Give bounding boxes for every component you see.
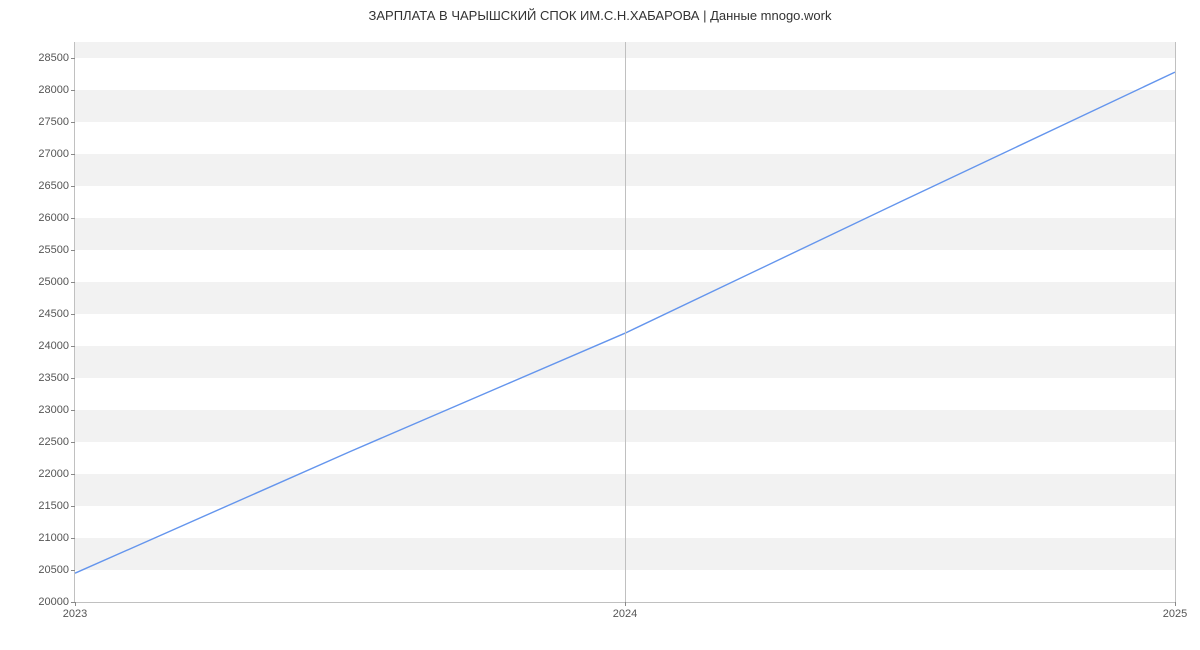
y-tick-label: 26500 [38,180,69,192]
y-tick-label: 22500 [38,436,69,448]
y-tick-mark [71,154,75,155]
y-tick-mark [71,122,75,123]
y-tick-mark [71,90,75,91]
y-tick-label: 23000 [38,404,69,416]
y-tick-label: 28500 [38,52,69,64]
x-tick-label: 2024 [613,608,637,620]
y-tick-label: 28000 [38,84,69,96]
y-tick-label: 25000 [38,276,69,288]
x-tick-mark [625,602,626,606]
y-tick-mark [71,250,75,251]
v-gridline [625,42,626,602]
x-tick-label: 2025 [1163,608,1187,620]
y-tick-mark [71,474,75,475]
y-tick-mark [71,410,75,411]
y-tick-mark [71,570,75,571]
y-tick-mark [71,282,75,283]
y-tick-label: 24000 [38,340,69,352]
y-tick-mark [71,346,75,347]
y-tick-label: 27000 [38,148,69,160]
y-tick-mark [71,186,75,187]
x-tick-mark [1175,602,1176,606]
salary-line-chart: ЗАРПЛАТА В ЧАРЫШСКИЙ СПОК ИМ.С.Н.ХАБАРОВ… [0,0,1200,650]
y-tick-mark [71,314,75,315]
y-tick-mark [71,378,75,379]
plot-area: 2000020500210002150022000225002300023500… [74,42,1175,603]
chart-title: ЗАРПЛАТА В ЧАРЫШСКИЙ СПОК ИМ.С.Н.ХАБАРОВ… [0,0,1200,23]
y-tick-label: 24500 [38,308,69,320]
y-tick-mark [71,58,75,59]
y-tick-mark [71,442,75,443]
v-gridline [1175,42,1176,602]
y-tick-mark [71,506,75,507]
y-tick-label: 26000 [38,212,69,224]
y-tick-label: 25500 [38,244,69,256]
x-tick-label: 2023 [63,608,87,620]
y-tick-mark [71,218,75,219]
x-tick-mark [75,602,76,606]
y-tick-label: 20500 [38,564,69,576]
y-tick-label: 23500 [38,372,69,384]
y-tick-label: 20000 [38,596,69,608]
y-tick-label: 21000 [38,532,69,544]
y-tick-label: 21500 [38,500,69,512]
y-tick-label: 22000 [38,468,69,480]
y-tick-mark [71,538,75,539]
y-tick-label: 27500 [38,116,69,128]
